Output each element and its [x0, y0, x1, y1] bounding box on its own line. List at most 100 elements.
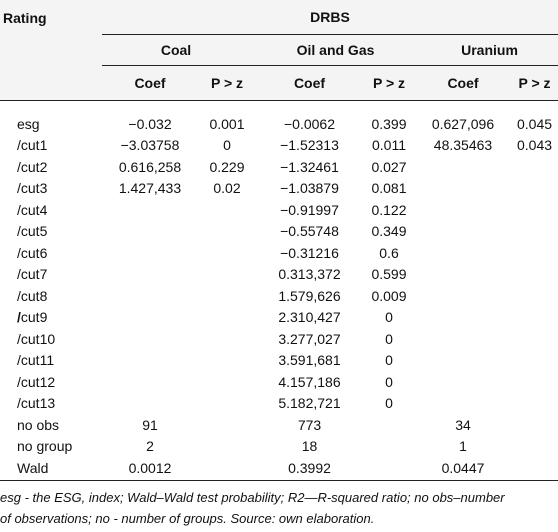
oil-coef: 3.277,027 [278, 330, 341, 347]
coal-coef: −0.032 [128, 115, 172, 132]
uranium-coef [415, 393, 511, 415]
coal-pz: 0 [223, 137, 231, 154]
coal-pz [198, 371, 256, 393]
table-row: /cut3 1.427,433 0.02 −1.03879 0.081 [0, 178, 558, 200]
oil-coef: −0.91997 [280, 201, 339, 218]
uranium-coef: 48.35463 [433, 137, 493, 154]
oil-gas-header: Oil and Gas [256, 34, 415, 66]
oil-coef-header: Coef [256, 65, 363, 101]
oil-coef: 0.313,372 [278, 266, 341, 283]
table-row: /cut2 0.616,258 0.229 −1.32461 0.027 [0, 156, 558, 178]
coal-coef [102, 393, 198, 415]
uranium-summary-value: 1 [459, 438, 467, 455]
table-row: /cut1 −3.03758 0 −1.52313 0.011 48.35463… [0, 135, 558, 157]
uranium-pz [511, 371, 558, 393]
oil-coef: 5.182,721 [278, 395, 341, 412]
summary-row: Wald 0.0012 0.3992 0.0447 [0, 457, 558, 479]
table-row: /cut11 3.591,681 0 [0, 350, 558, 372]
oil-pz: 0 [385, 395, 393, 412]
summary-label: Wald [17, 459, 49, 476]
uranium-pz [511, 199, 558, 221]
uranium-pz: 0.045 [516, 115, 553, 132]
coal-pz: 0.229 [209, 158, 245, 175]
row-label: /cut5 [17, 223, 48, 240]
uranium-coef [415, 371, 511, 393]
uranium-coef [415, 242, 511, 264]
oil-pz: 0.011 [372, 137, 406, 154]
coal-coef: 1.427,433 [118, 180, 182, 197]
oil-coef: 1.579,626 [278, 287, 341, 304]
row-label: /cut6 [17, 244, 48, 261]
table-row: esg −0.032 0.001 −0.0062 0.399 0.627,096… [0, 101, 558, 135]
coal-summary-value: 2 [146, 438, 154, 455]
uranium-coef-header: Coef [415, 65, 511, 101]
table-row: /cut12 4.157,186 0 [0, 371, 558, 393]
oil-pz: 0.009 [371, 287, 407, 304]
oil-pz: 0.027 [371, 158, 407, 175]
oil-pz: 0 [385, 309, 393, 326]
row-label: /cut10 [17, 330, 56, 347]
oil-pz: 0 [385, 352, 393, 369]
coal-coef: 0.616,258 [118, 158, 182, 175]
oil-coef: −1.03879 [280, 180, 339, 197]
table-row: /cut5 −0.55748 0.349 [0, 221, 558, 243]
coal-pz: 0.02 [213, 180, 241, 197]
coal-header: Coal [102, 34, 256, 66]
uranium-pz [511, 285, 558, 307]
oil-pz-header: P > z [363, 65, 415, 101]
oil-pz: 0 [385, 330, 393, 347]
uranium-pz [511, 328, 558, 350]
table-row: /cut8 1.579,626 0.009 [0, 285, 558, 307]
uranium-coef [415, 285, 511, 307]
coal-pz [198, 242, 256, 264]
coal-pz [198, 199, 256, 221]
oil-coef: 4.157,186 [278, 373, 341, 390]
uranium-pz-header: P > z [511, 65, 558, 101]
coal-coef [102, 242, 198, 264]
bold-slash: / [17, 309, 21, 326]
oil-pz: 0.081 [371, 180, 407, 197]
header-row-sectors: Coal Oil and Gas Uranium [0, 34, 558, 66]
coal-coef [102, 285, 198, 307]
coal-pz [198, 393, 256, 415]
coal-coef [102, 199, 198, 221]
coal-pz [198, 264, 256, 286]
row-label: /cut12 [17, 373, 56, 390]
coal-pz-header: P > z [198, 65, 256, 101]
footnote-line-2: of observations; no - number of groups. … [0, 511, 375, 526]
coal-coef [102, 371, 198, 393]
row-label: esg [17, 115, 40, 132]
uranium-pz [511, 350, 558, 372]
uranium-coef [415, 307, 511, 329]
uranium-pz [511, 221, 558, 243]
oil-coef: −1.32461 [280, 158, 339, 175]
coal-pz: 0.001 [209, 115, 245, 132]
uranium-summary-value: 34 [455, 416, 471, 433]
oil-coef: −0.55748 [280, 223, 339, 240]
coal-summary-value: 91 [142, 416, 158, 433]
summary-label: no group [17, 438, 73, 455]
oil-pz: 0.599 [371, 266, 407, 283]
uranium-pz [511, 307, 558, 329]
uranium-pz [511, 264, 558, 286]
oil-coef: 3.591,681 [278, 352, 341, 369]
coal-coef [102, 307, 198, 329]
uranium-coef [415, 221, 511, 243]
table-row: /cut4 −0.91997 0.122 [0, 199, 558, 221]
coal-coef [102, 350, 198, 372]
uranium-coef [415, 328, 511, 350]
coal-pz [198, 221, 256, 243]
oil-coef: −0.0062 [284, 115, 335, 132]
oil-pz: 0.399 [371, 115, 407, 132]
oil-coef: 2.310,427 [278, 309, 341, 326]
uranium-pz [511, 393, 558, 415]
uranium-pz: 0.043 [516, 137, 553, 154]
coal-coef-header: Coef [102, 65, 198, 101]
uranium-coef [415, 156, 511, 178]
header-row-group: Rating DRBS [0, 0, 558, 35]
uranium-header: Uranium [415, 34, 558, 66]
drbs-header: DRBS [310, 9, 350, 25]
coal-coef [102, 328, 198, 350]
uranium-coef [415, 199, 511, 221]
oil-summary-value: 18 [301, 438, 318, 455]
